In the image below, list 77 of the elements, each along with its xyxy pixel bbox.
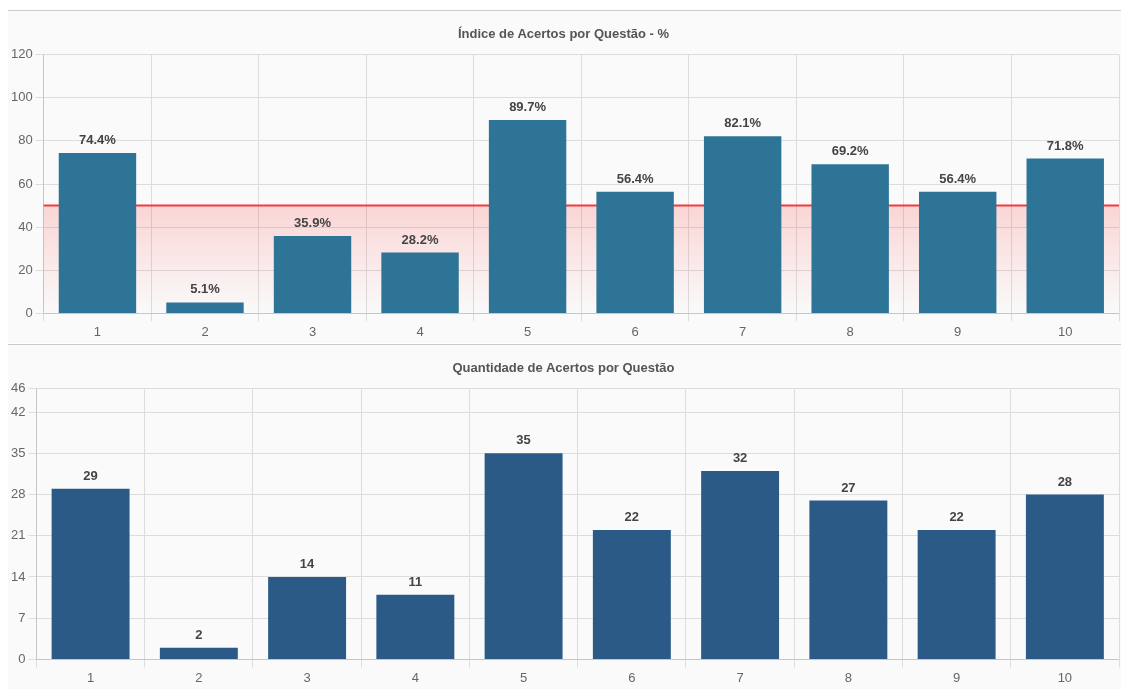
x-tick-label: 3 (303, 669, 311, 685)
y-tick-label: 46 (10, 380, 26, 396)
y-tick-label: 100 (10, 89, 33, 105)
y-tick-label: 80 (18, 132, 33, 148)
bar (381, 252, 459, 313)
y-tick-label: 28 (10, 486, 26, 502)
chart-title: Quantidade de Acertos por Questão (452, 360, 675, 376)
data-label: 32 (732, 450, 748, 466)
data-label: 56.4% (616, 170, 654, 186)
x-tick-label: 4 (416, 323, 424, 339)
data-label: 2 (195, 626, 203, 642)
x-tick-label: 10 (1058, 323, 1073, 339)
bar (703, 136, 782, 313)
bar (488, 119, 567, 313)
x-tick-label: 8 (846, 323, 854, 339)
data-label: 22 (624, 508, 640, 524)
y-tick-label: 120 (10, 46, 33, 62)
y-tick-label: 7 (18, 609, 26, 625)
data-label: 27 (841, 479, 856, 495)
y-tick-label: 40 (18, 218, 33, 234)
data-label: 28 (1057, 473, 1073, 489)
y-tick-label: 0 (18, 650, 26, 666)
data-label: 71.8% (1046, 137, 1085, 153)
bar (1026, 158, 1104, 313)
data-label: 5.1% (190, 281, 221, 297)
y-tick-label: 21 (10, 527, 26, 543)
x-tick-label: 10 (1057, 669, 1073, 685)
x-tick-label: 1 (93, 323, 102, 339)
bar (51, 488, 130, 659)
bar (268, 576, 347, 659)
bar (58, 152, 137, 313)
x-tick-label: 7 (739, 323, 747, 339)
x-tick-label: 2 (195, 669, 203, 685)
x-tick-label: 6 (631, 323, 639, 339)
bar (273, 235, 352, 313)
data-label: 74.4% (79, 132, 117, 148)
x-tick-label: 1 (86, 669, 95, 685)
data-label: 28.2% (401, 231, 439, 247)
bar (918, 191, 997, 313)
data-label: 14 (299, 556, 316, 572)
bar (596, 191, 674, 313)
data-label: 22 (949, 508, 964, 524)
bar (809, 500, 888, 659)
bar (484, 453, 563, 659)
x-tick-label: 9 (954, 323, 962, 339)
x-tick-label: 9 (953, 669, 961, 685)
bar (811, 164, 889, 313)
data-label: 69.2% (831, 143, 870, 159)
bar (917, 529, 996, 659)
y-tick-label: 20 (18, 261, 33, 277)
data-label: 89.7% (509, 99, 547, 115)
bar (701, 471, 780, 659)
bar (376, 594, 455, 659)
x-tick-label: 8 (844, 669, 852, 685)
chart-title: Índice de Acertos por Questão - % (457, 26, 670, 42)
x-tick-label: 3 (308, 323, 317, 339)
x-tick-label: 5 (519, 669, 528, 685)
x-tick-label: 4 (411, 669, 419, 685)
data-label: 35 (516, 432, 531, 448)
data-label: 29 (83, 467, 98, 483)
bar (592, 529, 671, 659)
data-label: 82.1% (724, 115, 762, 131)
x-tick-label: 7 (736, 669, 744, 685)
y-tick-label: 35 (10, 444, 26, 460)
bar (1025, 494, 1104, 659)
y-tick-label: 42 (10, 403, 26, 419)
y-tick-label: 60 (18, 175, 33, 191)
x-tick-label: 6 (628, 669, 636, 685)
bar (159, 647, 238, 659)
data-label: 35.9% (294, 215, 332, 231)
data-label: 56.4% (939, 170, 977, 186)
x-tick-label: 2 (201, 323, 209, 339)
x-tick-label: 5 (523, 323, 532, 339)
y-tick-label: 0 (25, 304, 33, 320)
data-label: 11 (408, 573, 423, 589)
bar (166, 302, 244, 313)
y-tick-label: 14 (10, 568, 26, 584)
